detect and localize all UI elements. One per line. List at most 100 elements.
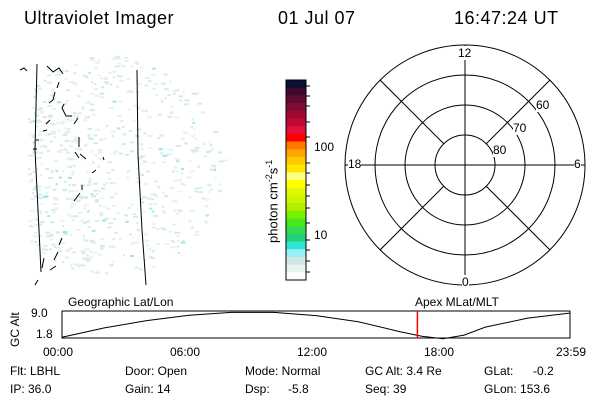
image-pixel [99, 138, 103, 141]
image-pixel [40, 138, 44, 141]
image-pixel [203, 143, 206, 146]
image-pixel [68, 119, 74, 122]
image-pixel [175, 212, 180, 215]
image-pixel [61, 260, 65, 263]
image-pixel [89, 251, 94, 254]
image-pixel [45, 231, 51, 234]
image-pixel [44, 186, 49, 189]
date-label: 01 Jul 07 [278, 8, 356, 28]
image-pixel [168, 152, 173, 155]
image-pixel [106, 171, 111, 174]
image-pixel [48, 176, 53, 179]
colorbar-swatch [286, 180, 306, 189]
image-pixel [204, 205, 208, 208]
image-pixel [112, 204, 117, 207]
image-pixel [72, 164, 76, 167]
colorbar-swatch [286, 256, 306, 266]
image-pixel [65, 249, 70, 252]
image-pixel [167, 115, 173, 118]
image-pixel [208, 190, 211, 193]
image-pixel [63, 180, 67, 183]
image-pixel [143, 132, 147, 135]
image-pixel [91, 81, 94, 84]
image-pixel [34, 224, 39, 227]
image-pixel [62, 134, 68, 137]
image-pixel [82, 234, 85, 237]
image-pixel [150, 198, 155, 201]
image-pixel [66, 118, 70, 121]
image-pixel [75, 198, 79, 201]
image-pixel [46, 81, 52, 84]
colorbar-swatch [286, 272, 306, 281]
image-pixel [135, 135, 139, 138]
image-pixel [33, 186, 38, 189]
image-pixel [112, 246, 117, 249]
image-pixel [149, 147, 152, 150]
image-pixel [141, 201, 144, 204]
image-pixel [174, 157, 178, 160]
image-pixel [147, 197, 151, 200]
image-pixel [108, 245, 114, 248]
image-pixel [179, 190, 182, 193]
image-pixel [101, 197, 104, 200]
image-pixel [82, 196, 88, 199]
image-pixel [114, 231, 118, 234]
image-pixel [100, 238, 105, 241]
image-pixel [83, 239, 89, 242]
image-pixel [42, 248, 46, 251]
image-pixel [30, 180, 34, 183]
image-pixel [69, 234, 73, 237]
image-pixel [98, 95, 103, 98]
xtick-1200: 12:00 [297, 345, 328, 359]
image-pixel [209, 188, 214, 191]
image-pixel [163, 88, 169, 91]
image-pixel [86, 183, 92, 186]
image-pixel [69, 144, 73, 147]
image-pixel [28, 220, 33, 223]
image-pixel [36, 244, 41, 247]
image-pixel [172, 89, 178, 92]
image-pixel [73, 215, 79, 218]
image-pixel [69, 215, 75, 218]
image-pixel [194, 187, 199, 190]
image-pixel [71, 219, 75, 222]
image-pixel [57, 129, 61, 132]
image-pixel [218, 190, 223, 193]
image-pixel [133, 215, 138, 218]
image-pixel [164, 195, 168, 198]
image-pixel [123, 56, 129, 59]
image-pixel [42, 196, 48, 199]
image-pixel [58, 176, 62, 179]
image-pixel [112, 70, 116, 73]
image-pixel [97, 253, 103, 256]
image-pixel [138, 173, 143, 176]
image-pixel [47, 215, 51, 218]
image-pixel [45, 248, 49, 251]
image-pixel [97, 150, 100, 153]
colorbar-label-exp2: -1 [264, 159, 274, 168]
image-pixel [130, 141, 134, 144]
image-pixel [157, 186, 161, 189]
colorbar-swatch [286, 264, 306, 273]
image-pixel [57, 73, 62, 76]
glat-value: -0.2 [533, 364, 554, 378]
image-pixel [144, 77, 150, 80]
image-pixel [94, 94, 99, 97]
polar-grid [344, 44, 586, 286]
image-pixel [86, 254, 89, 257]
image-pixel [181, 137, 185, 140]
colorbar-swatch [286, 172, 306, 181]
image-pixel [99, 204, 102, 207]
image-pixel [209, 144, 213, 147]
image-pixel [51, 211, 57, 214]
image-pixel [39, 156, 42, 159]
image-pixel [209, 168, 215, 171]
image-pixel [97, 165, 100, 168]
image-pixel [89, 241, 94, 244]
image-pixel [63, 148, 67, 151]
image-pixel [28, 168, 31, 171]
image-pixel [50, 130, 54, 133]
image-pixel [82, 250, 86, 253]
image-pixel [121, 125, 125, 128]
image-pixel [71, 114, 76, 117]
